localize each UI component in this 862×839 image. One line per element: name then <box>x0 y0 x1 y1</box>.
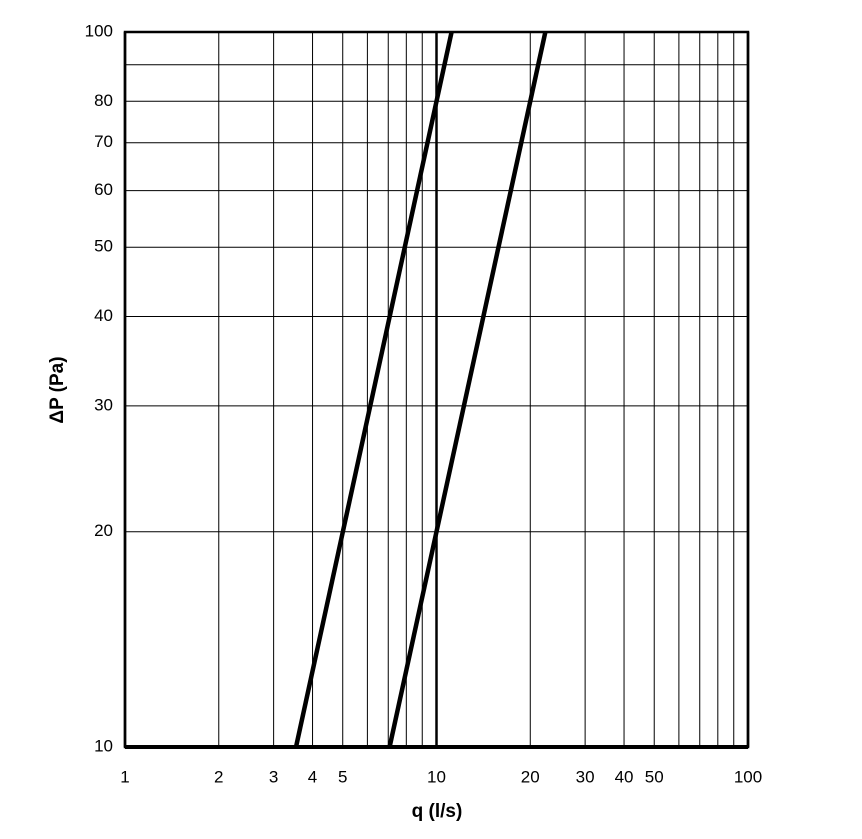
y-tick-label: 100 <box>85 21 113 40</box>
x-axis-label: q (l/s) <box>412 801 463 822</box>
line <box>293 31 454 748</box>
x-tick-label: 2 <box>214 767 223 786</box>
x-tick-label: 50 <box>645 767 664 786</box>
y-tick-label: 70 <box>94 132 113 151</box>
y-tick-label: 40 <box>94 306 113 325</box>
y-tick-label: 60 <box>94 180 113 199</box>
x-tick-label: 10 <box>427 767 446 786</box>
x-tick-label: 30 <box>576 767 595 786</box>
y-tick-label: 80 <box>94 91 113 110</box>
x-tick-label: 20 <box>521 767 540 786</box>
x-tick-label: 5 <box>338 767 347 786</box>
x-tick-label: 40 <box>615 767 634 786</box>
y-tick-label: 50 <box>94 237 113 256</box>
x-tick-label: 1 <box>120 767 129 786</box>
x-tick-label: 100 <box>734 767 762 786</box>
y-tick-label: 10 <box>94 736 113 755</box>
x-tick-label: 3 <box>269 767 278 786</box>
y-axis-label: ΔP (Pa) <box>47 356 68 423</box>
line <box>387 31 548 748</box>
y-tick-label: 30 <box>94 395 113 414</box>
y-tick-label: 20 <box>94 521 113 540</box>
x-tick-label: 4 <box>308 767 317 786</box>
